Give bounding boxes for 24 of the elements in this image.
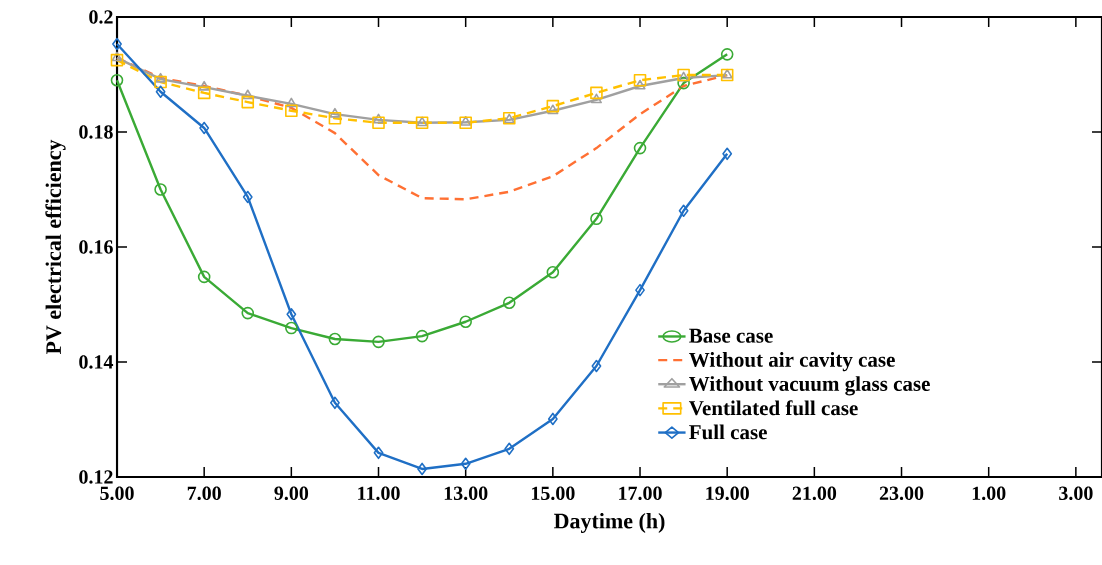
- x-tick-label: 17.00: [619, 486, 662, 501]
- x-tick-label: 9.00: [274, 486, 309, 501]
- y-tick-label: 0.18: [79, 125, 113, 139]
- x-tick-label: 21.00: [792, 486, 837, 501]
- legend-label: Without air cavity case: [689, 352, 895, 372]
- x-tick-label: 5.00: [100, 486, 134, 501]
- x-tick-label: 23.00: [879, 486, 924, 501]
- y-tick-label: 0.16: [79, 240, 113, 254]
- y-tick-label: 0.12: [79, 470, 113, 484]
- y-tick-label: 0.14: [79, 355, 114, 369]
- x-tick-label: 13.00: [444, 486, 488, 501]
- x-tick-label: 3.00: [1059, 486, 1093, 501]
- y-axis-title: PV electrical efficiency: [45, 139, 66, 355]
- legend-label: Without vacuum glass case: [689, 376, 930, 396]
- legend-label: Full case: [689, 424, 767, 440]
- x-tick-label: 15.00: [531, 486, 575, 501]
- x-tick-label: 19.00: [706, 486, 749, 501]
- x-tick-label: 7.00: [187, 486, 221, 501]
- y-tick-label: 0.2: [89, 10, 113, 24]
- x-tick-label: 1.00: [972, 486, 1006, 501]
- legend-label: Ventilated full case: [688, 400, 858, 416]
- x-axis-title: Daytime (h): [554, 512, 665, 533]
- legend-label: Base case: [689, 328, 773, 343]
- x-tick-label: 11.00: [358, 486, 400, 501]
